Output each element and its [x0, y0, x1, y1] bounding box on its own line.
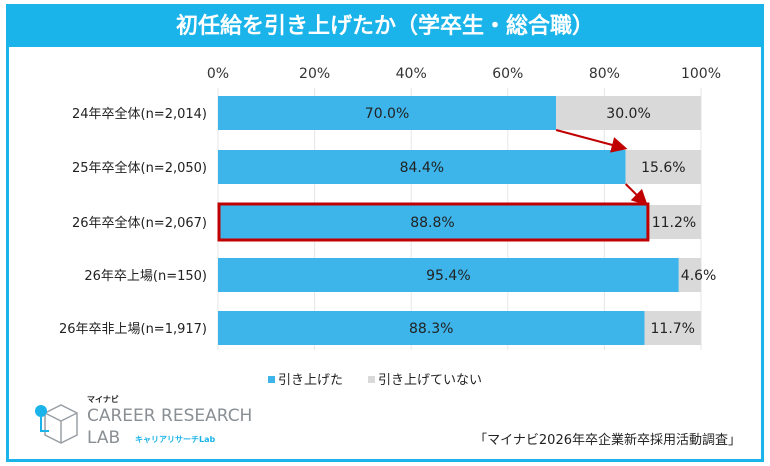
source-note: 「マイナビ2026年卒企業新卒採用活動調査」 [474, 433, 741, 448]
x-tick-label: 60% [492, 66, 523, 82]
category-label: 26年卒上場(n=150) [84, 269, 207, 284]
logo-brand: マイナビ [87, 395, 119, 404]
legend-swatch [268, 376, 275, 383]
category-label: 24年卒全体(n=2,014) [72, 106, 207, 122]
logo-cube-icon [35, 404, 78, 444]
logo-sub: キャリアリサーチLab [135, 435, 216, 444]
category-label: 26年卒非上場(n=1,917) [59, 322, 207, 337]
bar-segment-not-raised [556, 96, 701, 130]
data-label: 30.0% [606, 106, 650, 122]
x-tick-label: 40% [396, 66, 427, 82]
data-label: 70.0% [365, 106, 409, 122]
chart-title: 初任給を引き上げたか（学卒生・総合職） [9, 7, 761, 47]
data-label: 84.4% [400, 160, 444, 176]
logo-line1: CAREER RESEARCH [87, 406, 253, 426]
bar-segment-not-raised [644, 311, 701, 345]
bar-segment-raised [218, 205, 647, 239]
bar-segment-raised [218, 150, 626, 184]
legend-swatch [368, 376, 375, 383]
bar-segment-not-raised [678, 258, 701, 292]
data-label: 4.6% [681, 268, 717, 284]
data-label: 11.7% [651, 321, 695, 337]
data-label: 88.3% [409, 321, 453, 337]
data-label: 95.4% [426, 268, 470, 284]
category-label: 25年卒全体(n=2,050) [72, 160, 207, 176]
data-label: 11.2% [652, 215, 696, 231]
highlight-box [217, 202, 650, 242]
trend-arrow [555, 129, 628, 153]
legend-label: 引き上げた [278, 373, 343, 388]
trend-arrow [624, 183, 648, 206]
x-tick-label: 20% [299, 66, 330, 82]
data-label: 88.8% [410, 215, 454, 231]
logo-line2: LAB [87, 428, 121, 448]
category-label: 26年卒全体(n=2,067) [72, 215, 207, 231]
x-tick-label: 0% [207, 66, 229, 82]
data-label: 15.6% [641, 160, 685, 176]
bar-segment-not-raised [625, 150, 701, 184]
career-research-lab-logo: マイナビ CAREER RESEARCH LAB キャリアリサーチLab [31, 395, 271, 453]
legend-label: 引き上げていない [378, 373, 482, 388]
x-tick-label: 100% [681, 66, 721, 82]
x-tick-label: 80% [589, 66, 620, 82]
bar-segment-raised [218, 311, 645, 345]
bar-segment-raised [218, 258, 679, 292]
bar-segment-raised [218, 96, 557, 130]
bar-segment-not-raised [646, 205, 701, 239]
